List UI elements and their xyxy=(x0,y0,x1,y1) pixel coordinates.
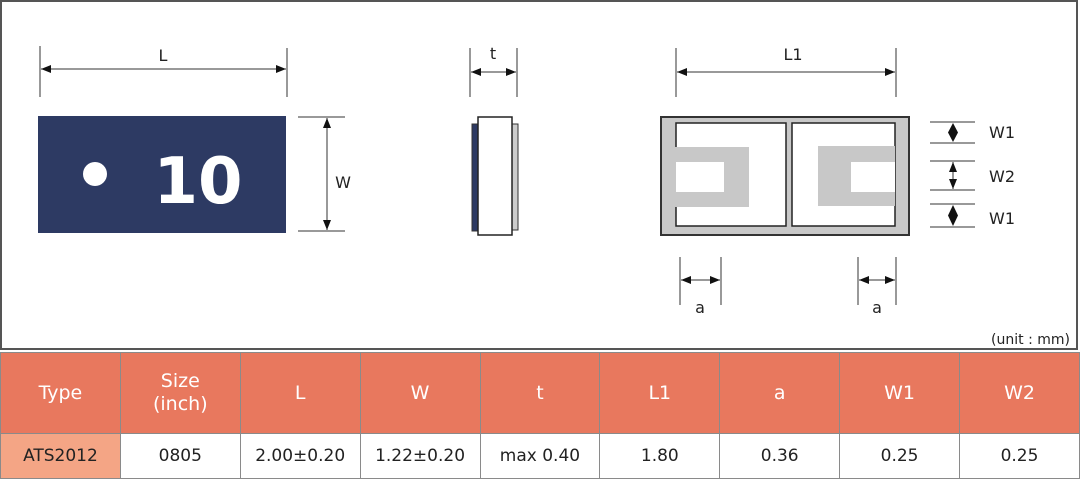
label-W1-bottom: W1 xyxy=(989,209,1015,228)
cell-W2: 0.25 xyxy=(959,433,1080,479)
chip-side-view xyxy=(471,116,519,236)
chip-marking: 10 xyxy=(153,145,242,219)
dimension-L1 xyxy=(675,48,897,97)
dimension-W1-W2 xyxy=(930,121,975,228)
header-W: W xyxy=(359,352,481,434)
label-L: L xyxy=(159,46,168,65)
label-W1-top: W1 xyxy=(989,123,1015,142)
header-W2: W2 xyxy=(959,352,1080,434)
header-L1: L1 xyxy=(599,352,721,434)
table-header-row: Type Size (inch) L W t L1 a W1 W2 xyxy=(0,352,1080,434)
header-L: L xyxy=(239,352,361,434)
label-W2: W2 xyxy=(989,167,1015,186)
cell-W1: 0.25 xyxy=(839,433,960,479)
label-L1: L1 xyxy=(783,45,802,64)
dimension-table: Type Size (inch) L W t L1 a W1 W2 ATS201… xyxy=(0,352,1080,479)
cell-t: max 0.40 xyxy=(479,433,601,479)
header-type: Type xyxy=(0,352,121,434)
cell-a: 0.36 xyxy=(719,433,841,479)
dimension-L xyxy=(39,46,288,97)
dimension-W xyxy=(298,116,345,232)
header-W1: W1 xyxy=(839,352,960,434)
unit-note: (unit : mm) xyxy=(991,332,1070,348)
label-W: W xyxy=(335,173,351,192)
cell-L: 2.00±0.20 xyxy=(239,433,361,479)
header-size: Size (inch) xyxy=(119,352,241,434)
cell-size: 0805 xyxy=(119,433,241,479)
label-a-left: a xyxy=(695,298,705,317)
dimension-t xyxy=(469,48,518,97)
label-t: t xyxy=(490,44,496,63)
table-row: ATS2012 0805 2.00±0.20 1.22±0.20 max 0.4… xyxy=(0,433,1080,479)
header-t: t xyxy=(479,352,601,434)
cell-type: ATS2012 xyxy=(0,433,121,479)
cell-L1: 1.80 xyxy=(599,433,721,479)
cell-W: 1.22±0.20 xyxy=(359,433,481,479)
chip-top-view xyxy=(38,116,286,233)
label-a-right: a xyxy=(872,298,882,317)
chip-bottom-view xyxy=(660,116,910,236)
dimension-a xyxy=(679,257,897,305)
polarity-dot xyxy=(83,162,107,186)
dimension-drawing: L 10 W t L1 xyxy=(0,0,1078,350)
header-a: a xyxy=(719,352,841,434)
